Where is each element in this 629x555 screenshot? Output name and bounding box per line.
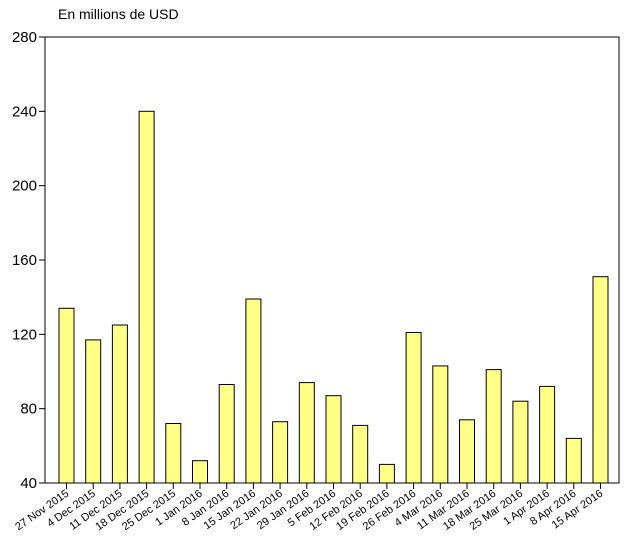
bar: [85, 339, 102, 484]
bar: [485, 369, 502, 484]
y-tick-label: 160: [12, 252, 37, 269]
bar: [58, 307, 75, 484]
y-tick-label: 200: [12, 178, 37, 195]
bar: [432, 365, 449, 484]
bars-group: [58, 110, 609, 484]
unit-label: En millions de USD: [58, 6, 179, 22]
bar: [378, 463, 395, 484]
y-tick-label: 240: [12, 103, 37, 120]
bar: [218, 384, 235, 484]
y-tick-label: 280: [12, 29, 37, 46]
bar: [245, 298, 262, 484]
y-tick-label: 80: [20, 401, 37, 418]
y-tick-label: 120: [12, 326, 37, 343]
bar: [539, 385, 556, 484]
bar: [272, 421, 289, 484]
bar: [138, 110, 155, 484]
bar: [298, 382, 315, 484]
bar: [192, 460, 208, 484]
y-tick-label: 40: [20, 475, 37, 492]
bar: [352, 424, 369, 484]
bar: [512, 400, 529, 484]
y-ticks-group: 40 80 120 160 200 240 280: [12, 29, 45, 492]
bar: [111, 324, 128, 484]
bar: [405, 332, 422, 484]
bar: [565, 437, 582, 484]
bar: [592, 276, 609, 484]
bar: [165, 423, 182, 484]
bar: [459, 419, 475, 484]
bar: [325, 395, 342, 484]
